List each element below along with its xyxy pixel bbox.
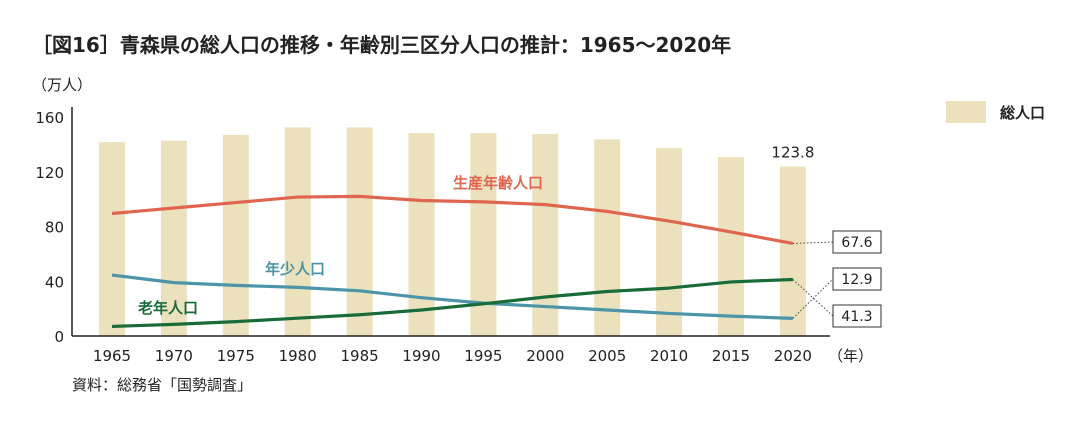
series-label-2: 老年人口 bbox=[137, 299, 198, 317]
end-value-label: 41.3 bbox=[841, 309, 872, 325]
x-axis-label: （年） bbox=[828, 347, 873, 365]
end-value-box bbox=[832, 304, 882, 328]
legend-swatch-total bbox=[946, 101, 986, 123]
legend-label-total: 総人口 bbox=[1000, 104, 1045, 122]
x-tick-label: 1975 bbox=[217, 347, 255, 365]
y-tick-label: 80 bbox=[45, 219, 64, 237]
y-tick-label: 40 bbox=[45, 273, 64, 291]
source-note: 資料：総務省「国勢調査」 bbox=[72, 376, 252, 394]
end-value-label: 67.6 bbox=[841, 235, 872, 251]
x-tick-label: 2000 bbox=[526, 347, 564, 365]
x-tick-label: 2010 bbox=[650, 347, 688, 365]
chart-title: ［図16］青森県の総人口の推移・年齢別三区分人口の推計：1965〜2020年 bbox=[32, 33, 731, 57]
leader-line bbox=[792, 278, 834, 319]
bar-total-1990 bbox=[408, 133, 435, 336]
bar-total-2000 bbox=[532, 133, 559, 336]
bar-total-1975 bbox=[222, 134, 249, 336]
bar-total-2020 bbox=[779, 166, 806, 336]
bar-total-1970 bbox=[160, 140, 187, 336]
bar-total-1985 bbox=[346, 127, 373, 336]
bar-data-label: 123.8 bbox=[771, 144, 814, 162]
x-tick-label: 2020 bbox=[774, 347, 812, 365]
end-value-box bbox=[832, 267, 882, 291]
bar-total-2010 bbox=[656, 148, 683, 336]
y-tick-label: 120 bbox=[35, 164, 64, 182]
series-label-1: 年少人口 bbox=[265, 260, 325, 278]
end-value-box bbox=[832, 230, 882, 254]
bar-total-2015 bbox=[718, 156, 744, 336]
line-series-2 bbox=[111, 277, 793, 329]
x-tick-label: 1995 bbox=[464, 347, 502, 365]
bar-total-1980 bbox=[284, 127, 311, 336]
x-tick-label: 1980 bbox=[279, 347, 317, 365]
x-tick-label: 1990 bbox=[402, 347, 440, 365]
x-tick-label: 1970 bbox=[155, 347, 193, 365]
line-series-0 bbox=[111, 194, 794, 246]
line-series-1 bbox=[111, 273, 793, 320]
y-tick-label: 160 bbox=[35, 109, 64, 127]
x-tick-label: 1985 bbox=[341, 347, 379, 365]
bar-total-2005 bbox=[594, 139, 621, 336]
x-tick-label: 1965 bbox=[93, 347, 131, 365]
y-tick-label: 0 bbox=[54, 328, 64, 346]
bar-total-1965 bbox=[99, 142, 125, 336]
end-value-label: 12.9 bbox=[841, 272, 872, 288]
y-axis-label: （万人） bbox=[32, 76, 92, 94]
x-tick-label: 2015 bbox=[712, 347, 750, 365]
x-tick-label: 2005 bbox=[588, 347, 626, 365]
series-label-0: 生産年齢人口 bbox=[453, 174, 543, 192]
